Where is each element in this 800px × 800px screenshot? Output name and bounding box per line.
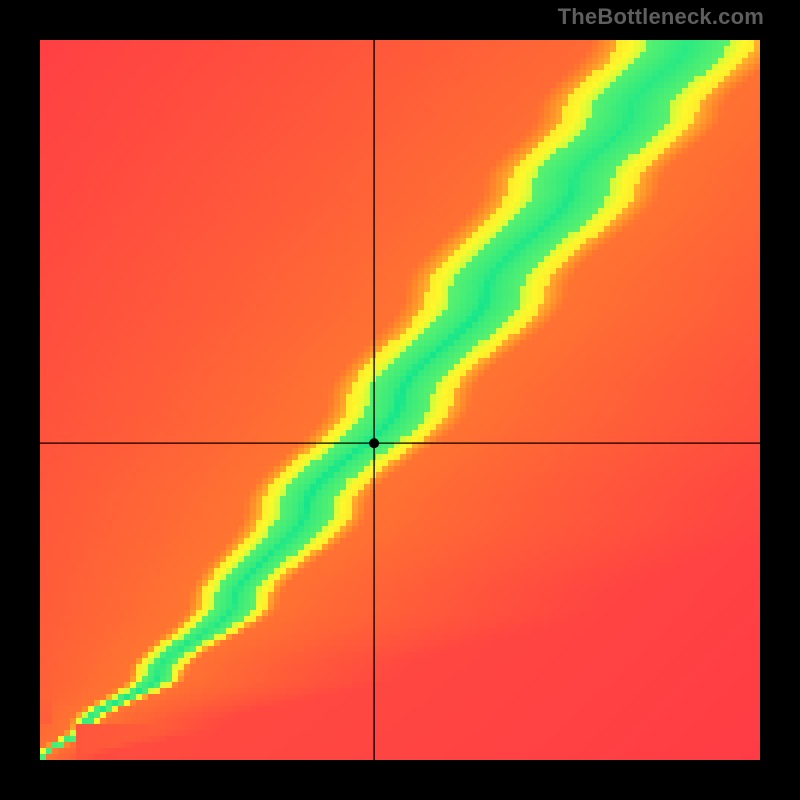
figure-container: TheBottleneck.com bbox=[0, 0, 800, 800]
plot-area bbox=[40, 40, 760, 760]
heatmap-canvas bbox=[40, 40, 760, 760]
watermark-text: TheBottleneck.com bbox=[558, 4, 764, 30]
